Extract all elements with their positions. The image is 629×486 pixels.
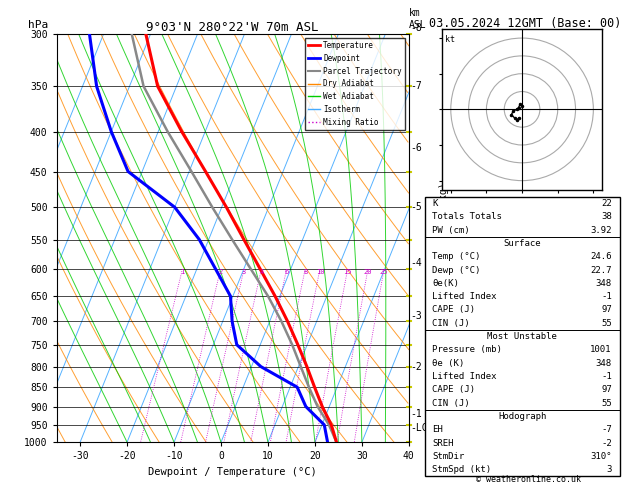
Text: -5: -5 (411, 202, 422, 212)
Text: 22: 22 (601, 199, 612, 208)
Legend: Temperature, Dewpoint, Parcel Trajectory, Dry Adiabat, Wet Adiabat, Isotherm, Mi: Temperature, Dewpoint, Parcel Trajectory… (305, 38, 405, 130)
Text: StmDir: StmDir (432, 452, 465, 461)
Text: -4: -4 (411, 259, 422, 268)
Text: Dewp (°C): Dewp (°C) (432, 265, 481, 275)
Text: 38: 38 (601, 212, 612, 221)
Text: 1: 1 (181, 269, 184, 275)
Text: -6: -6 (411, 143, 422, 153)
Text: CIN (J): CIN (J) (432, 399, 470, 408)
Text: 03.05.2024 12GMT (Base: 00): 03.05.2024 12GMT (Base: 00) (429, 17, 621, 30)
Text: EH: EH (432, 425, 443, 434)
Text: 4: 4 (259, 269, 264, 275)
Text: -1: -1 (411, 409, 422, 419)
Text: Hodograph: Hodograph (498, 412, 546, 421)
Text: hPa: hPa (28, 20, 48, 30)
Text: 22.7: 22.7 (590, 265, 612, 275)
Text: 8: 8 (303, 269, 308, 275)
Text: PW (cm): PW (cm) (432, 226, 470, 235)
Text: 10: 10 (316, 269, 324, 275)
Text: 310°: 310° (590, 452, 612, 461)
Title: 9°03'N 280°22'W 70m ASL: 9°03'N 280°22'W 70m ASL (147, 21, 319, 34)
Text: CIN (J): CIN (J) (432, 319, 470, 328)
Text: 55: 55 (601, 319, 612, 328)
Text: SREH: SREH (432, 438, 454, 448)
Text: © weatheronline.co.uk: © weatheronline.co.uk (476, 474, 581, 484)
Text: 20: 20 (364, 269, 372, 275)
Text: 348: 348 (596, 279, 612, 288)
Text: -7: -7 (601, 425, 612, 434)
Text: 348: 348 (596, 359, 612, 368)
Text: -2: -2 (601, 438, 612, 448)
Text: Temp (°C): Temp (°C) (432, 252, 481, 261)
Text: 24.6: 24.6 (590, 252, 612, 261)
Text: Pressure (mb): Pressure (mb) (432, 346, 502, 354)
Text: 97: 97 (601, 305, 612, 314)
Text: Surface: Surface (503, 239, 541, 248)
Text: Most Unstable: Most Unstable (487, 332, 557, 341)
Text: Mixing Ratio (g/kg): Mixing Ratio (g/kg) (439, 182, 449, 294)
Text: Lifted Index: Lifted Index (432, 372, 497, 381)
Text: km
ASL: km ASL (409, 8, 426, 30)
FancyBboxPatch shape (425, 197, 620, 476)
Text: θe(K): θe(K) (432, 279, 459, 288)
Text: K: K (432, 199, 438, 208)
Text: 1001: 1001 (590, 346, 612, 354)
Text: -2: -2 (411, 362, 422, 372)
Text: -8: -8 (411, 23, 422, 34)
Text: 3: 3 (606, 465, 612, 474)
Text: 3: 3 (242, 269, 246, 275)
Text: θe (K): θe (K) (432, 359, 465, 368)
Text: 25: 25 (380, 269, 388, 275)
Text: -7: -7 (411, 81, 422, 91)
Text: 3.92: 3.92 (590, 226, 612, 235)
Text: kt: kt (445, 35, 455, 44)
Text: -1: -1 (601, 292, 612, 301)
Text: Totals Totals: Totals Totals (432, 212, 502, 221)
Text: 15: 15 (343, 269, 352, 275)
Text: Lifted Index: Lifted Index (432, 292, 497, 301)
Text: CAPE (J): CAPE (J) (432, 305, 476, 314)
Text: StmSpd (kt): StmSpd (kt) (432, 465, 491, 474)
Text: -3: -3 (411, 312, 422, 321)
Text: 2: 2 (218, 269, 223, 275)
Text: 97: 97 (601, 385, 612, 394)
Text: -1: -1 (601, 372, 612, 381)
X-axis label: Dewpoint / Temperature (°C): Dewpoint / Temperature (°C) (148, 467, 317, 477)
Text: -LCL: -LCL (411, 423, 434, 434)
Text: 6: 6 (284, 269, 289, 275)
Text: 55: 55 (601, 399, 612, 408)
Text: CAPE (J): CAPE (J) (432, 385, 476, 394)
